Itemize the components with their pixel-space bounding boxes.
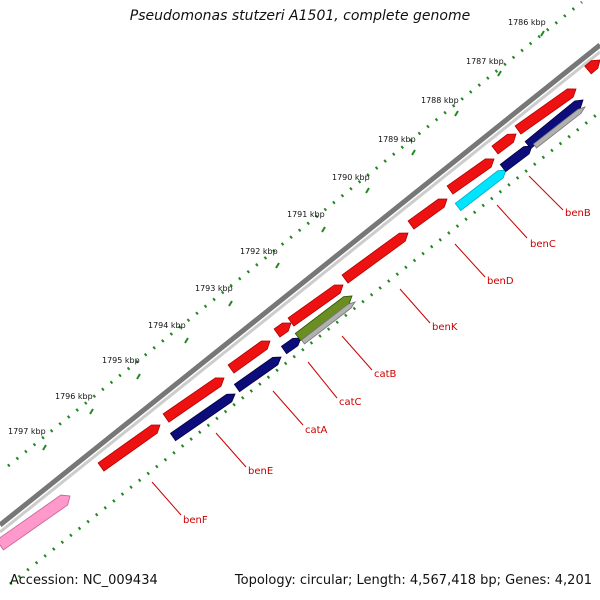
gene-arrow-forward[interactable] [273,322,292,338]
gene-arrow-reverse[interactable] [233,356,282,393]
gene-arrow-forward[interactable] [97,424,161,472]
outer-tick-track [7,0,583,468]
gene-arrow-reverse[interactable] [280,337,302,355]
gene-label-benE[interactable]: benE [248,466,273,477]
gene-leader-line [151,481,182,516]
gene-leader-line [399,288,431,324]
genome-summary-text: Topology: circular; Length: 4,567,418 bp… [234,573,592,588]
tick-label: 1791 kbp [287,210,325,219]
tick-mark [497,70,502,77]
gene-leader-line [341,335,373,371]
tick-label: 1788 kbp [421,96,459,105]
gene-label-catC[interactable]: catC [339,397,362,408]
gene-arrow-gray[interactable] [300,301,356,345]
genome-title: Pseudomonas stutzeri A1501, complete gen… [129,8,471,24]
accession-text: Accession: NC_009434 [10,573,158,588]
tick-label: 1792 kbp [240,247,278,256]
gene-arrow-gray[interactable] [532,106,586,149]
gene-arrow-forward[interactable] [341,232,409,284]
gene-leader-line [528,175,564,211]
tick-label: 1797 kbp [8,427,46,436]
tick-mark [228,300,233,307]
gene-arrow-pink[interactable] [0,494,71,551]
tick-label: 1789 kbp [378,135,416,144]
gene-label-catA[interactable]: catA [305,425,328,436]
gene-arrow-forward[interactable] [491,133,517,155]
gene-arrow-forward[interactable] [162,377,225,423]
gene-arrow-forward[interactable] [584,59,600,75]
gene-label-benB[interactable]: benB [565,208,591,219]
gene-label-benD[interactable]: benD [487,276,514,287]
tick-label: 1794 kbp [148,321,186,330]
genome-backbone [0,43,600,534]
gene-arrow-cyan[interactable] [454,169,507,212]
gene-arrow-forward[interactable] [407,198,448,230]
gene-arrow-forward[interactable] [227,340,271,374]
gene-label-catB[interactable]: catB [374,369,397,380]
tick-label: 1796 kbp [55,392,93,401]
inner-tick-track [9,110,600,586]
gene-leader-line [272,390,304,426]
gene-arrow-forward[interactable] [287,284,344,327]
tick-mark [136,373,141,380]
tick-mark [540,30,545,37]
gene-label-benC[interactable]: benC [530,239,556,250]
gene-leader-line [496,204,528,239]
gene-leader-line [307,361,338,399]
tick-label: 1793 kbp [195,284,233,293]
tick-mark [454,110,459,117]
tick-label: 1786 kbp [508,18,546,27]
tick-mark [89,408,94,415]
tick-mark [411,149,416,156]
gene-leader-line [454,243,486,278]
gene-arrow-reverse[interactable] [499,145,533,173]
tick-label: 1795 kbp [102,356,140,365]
tick-mark [321,226,326,233]
gene-arrow-reverse[interactable] [169,393,236,442]
gene-label-benK[interactable]: benK [432,322,458,333]
gene-label-benF[interactable]: benF [183,515,208,526]
tick-label: 1790 kbp [332,173,370,182]
gene-arrow-forward[interactable] [446,158,495,195]
gene-arrow-forward[interactable] [514,88,577,135]
tick-label: 1787 kbp [466,57,504,66]
tick-mark [365,187,370,194]
gene-leader-line [215,432,247,468]
tick-mark [42,444,47,451]
tick-mark [275,262,280,269]
tick-mark [184,337,189,344]
